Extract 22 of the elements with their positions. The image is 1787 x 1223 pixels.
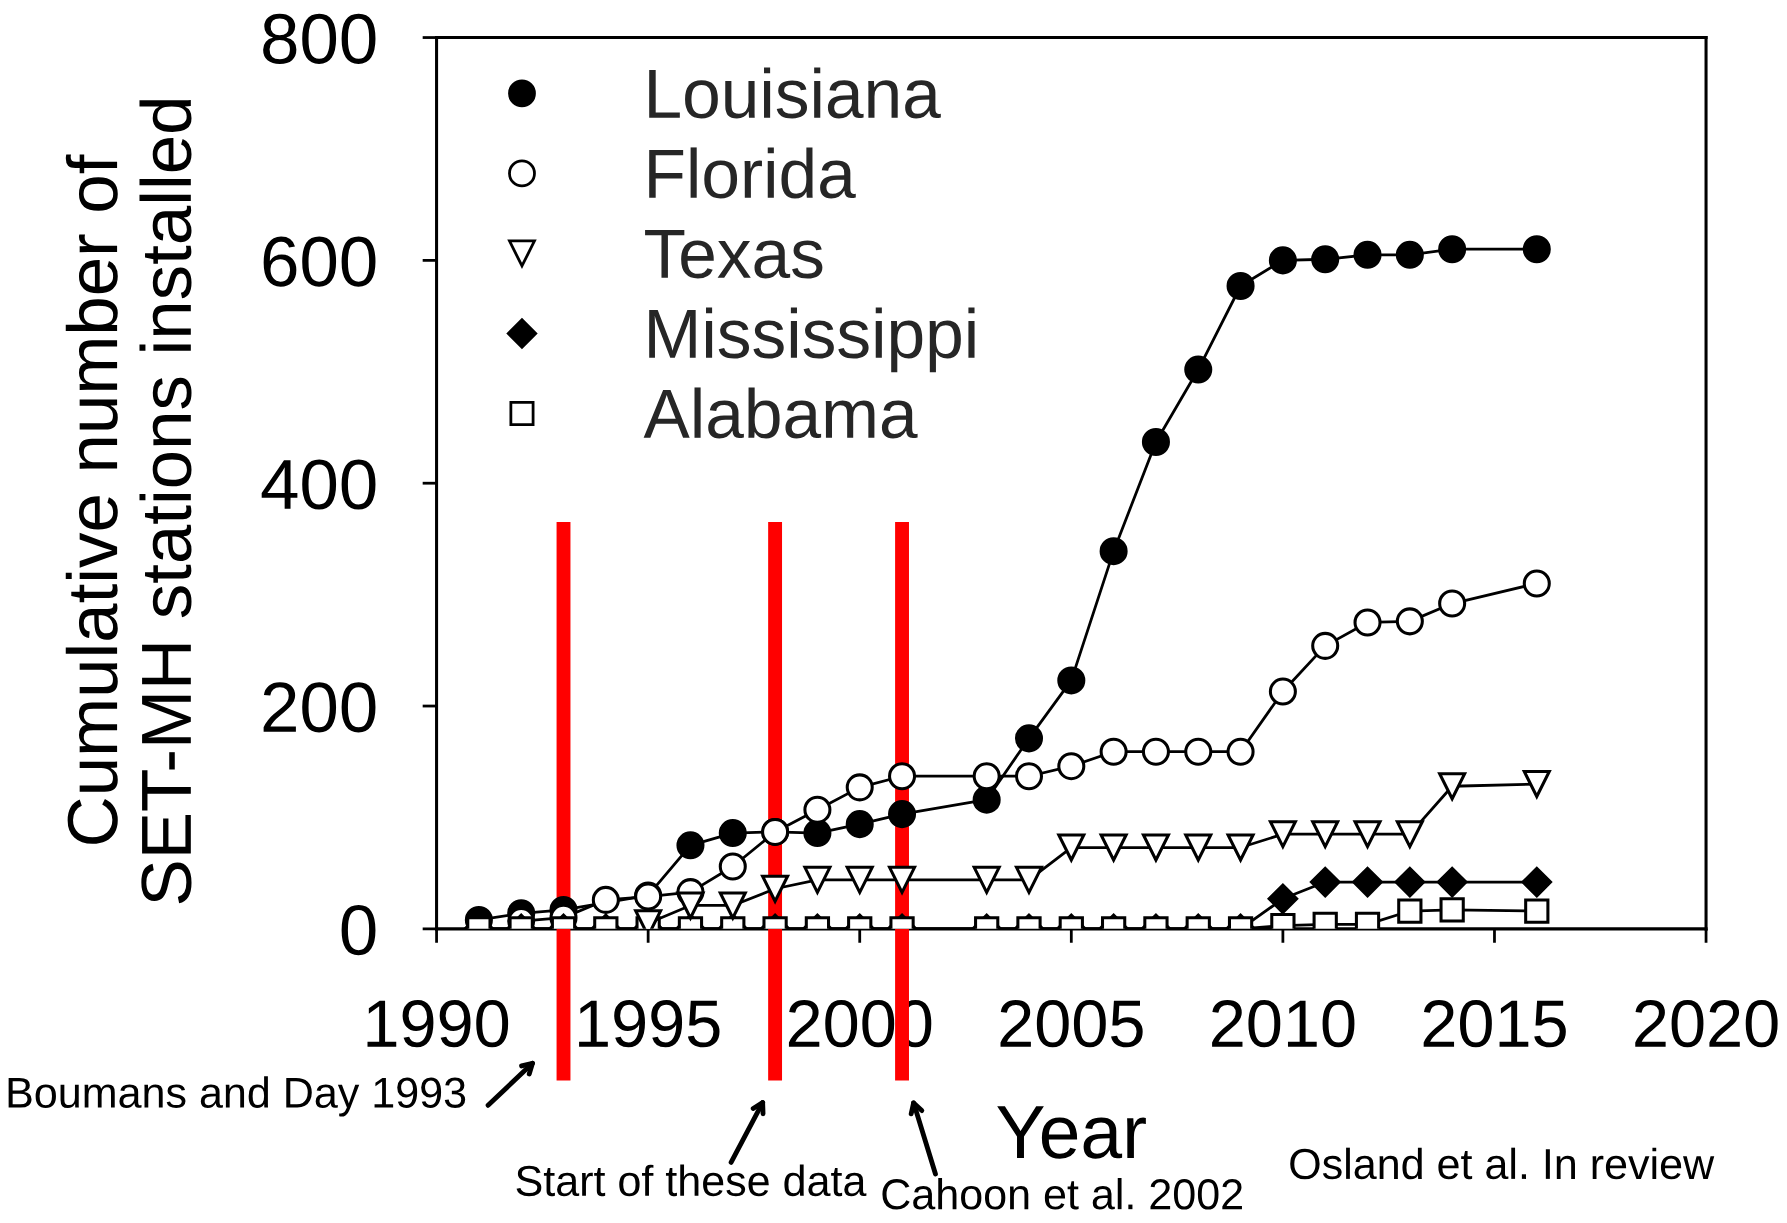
ref-line-label: Boumans and Day 1993	[8, 1076, 466, 1117]
ref-line-label: Start of these data	[516, 1164, 867, 1197]
x-tick-label: 2015	[1423, 1000, 1566, 1048]
legend-label: Texas	[645, 229, 823, 279]
y-tick-label: 600	[263, 236, 376, 287]
x-tick-label: 1995	[579, 1000, 720, 1048]
x-tick-label: 2020	[1635, 1000, 1778, 1048]
legend-label: Florida	[649, 147, 856, 199]
legend-label: Mississippi	[649, 307, 975, 373]
y-axis-title: Cumulative number of SET-MH stations installed	[65, 100, 192, 904]
x-tick-label: 2010	[1212, 1000, 1355, 1048]
legend-label: Louisiana	[649, 67, 941, 119]
ref-line-label: Cahoon et al. 2002	[882, 1177, 1242, 1210]
x-tick-label: 2005	[1000, 1000, 1143, 1048]
legend-label: Alabama	[643, 387, 918, 439]
y-tick-label: 0	[341, 905, 376, 956]
y-tick-label: 800	[263, 13, 376, 64]
x-axis-title: Year	[997, 1106, 1146, 1159]
text: Osland et al. In review	[1290, 1147, 1715, 1180]
y-tick-label: 200	[263, 682, 376, 733]
y-tick-label: 400	[261, 459, 376, 510]
x-tick-label: 1990	[367, 1000, 509, 1048]
